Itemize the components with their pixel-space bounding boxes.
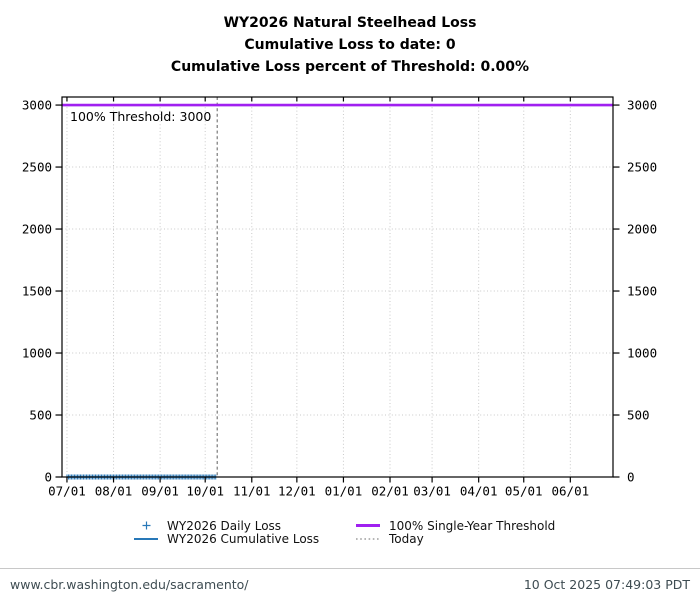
x-tick-label: 10/01 [186, 484, 224, 499]
y-axis-left-label: 1500 [22, 284, 52, 299]
dotted-line-icon [356, 537, 380, 541]
y-axis-right-label: 3000 [627, 98, 657, 113]
y-axis-left-label: 3000 [22, 98, 52, 113]
y-axis-right-label: 1000 [627, 346, 657, 361]
footer-url: www.cbr.washington.edu/sacramento/ [10, 577, 249, 592]
y-axis-right-label: 2000 [627, 222, 657, 237]
x-tick-label: 11/01 [233, 484, 271, 499]
y-axis-left-label: 2500 [22, 160, 52, 175]
x-tick-label: 06/01 [552, 484, 590, 499]
y-axis-left-label: 0 [44, 470, 52, 485]
x-tick-label: 12/01 [278, 484, 316, 499]
threshold-annotation: 100% Threshold: 3000 [70, 109, 212, 124]
legend-label-today: Today [389, 531, 424, 546]
purple-line-icon [356, 524, 380, 527]
y-axis-right-label: 2500 [627, 160, 657, 175]
legend-label-daily-loss: WY2026 Daily Loss [167, 518, 282, 533]
legend-label-threshold: 100% Single-Year Threshold [389, 518, 556, 533]
legend-label-cumulative-loss: WY2026 Cumulative Loss [167, 531, 320, 546]
x-tick-label: 09/01 [141, 484, 179, 499]
x-tick-label: 02/01 [371, 484, 409, 499]
x-tick-label: 01/01 [325, 484, 363, 499]
y-axis-left-label: 2000 [22, 222, 52, 237]
footer-bar: www.cbr.washington.edu/sacramento/ 10 Oc… [0, 568, 700, 600]
x-tick-label: 03/01 [413, 484, 451, 499]
plus-marker-icon [134, 519, 158, 532]
page-title: WY2026 Natural Steelhead Loss [223, 15, 477, 31]
plot-border [61, 96, 614, 478]
plot-area: 07/01 08/01 09/01 10/01 11/01 12/01 01/01 02/01… [22, 96, 657, 499]
legend-item-today: Today [356, 531, 424, 546]
chart-titles: WY2026 Natural Steelhead Loss Cumulative… [0, 12, 700, 78]
y-axis-right-label: 1500 [627, 284, 657, 299]
x-tick-label: 04/01 [460, 484, 498, 499]
legend-item-daily-loss: WY2026 Daily Loss [134, 518, 282, 533]
blue-line-icon [134, 537, 158, 540]
y-axis-left-label: 500 [29, 408, 52, 423]
y-axis-right-label: 500 [627, 408, 650, 423]
x-tick-label: 08/01 [95, 484, 133, 499]
subtitle-threshold-percent: Cumulative Loss percent of Threshold: 0.… [170, 59, 530, 75]
y-axis-left-label: 1000 [22, 346, 52, 361]
legend-item-threshold: 100% Single-Year Threshold [356, 518, 556, 533]
subtitle-cumulative-loss: Cumulative Loss to date: 0 [244, 37, 456, 53]
x-tick-label: 07/01 [48, 484, 86, 499]
footer-timestamp: 10 Oct 2025 07:49:03 PDT [523, 577, 690, 592]
y-axis-right-label: 0 [627, 470, 635, 485]
x-tick-label: 05/01 [505, 484, 543, 499]
legend-item-cumulative-loss: WY2026 Cumulative Loss [134, 531, 320, 546]
